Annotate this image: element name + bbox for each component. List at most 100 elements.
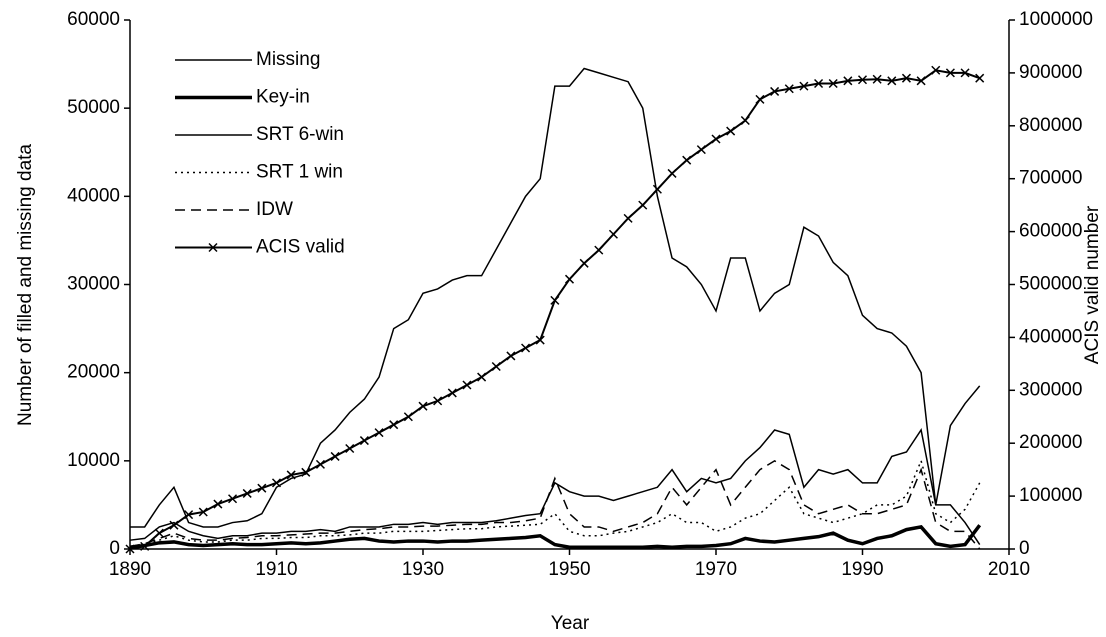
marker bbox=[799, 81, 809, 91]
x-tick-label: 1930 bbox=[402, 559, 444, 580]
marker bbox=[667, 168, 677, 178]
y2-tick-label: 600000 bbox=[1019, 221, 1082, 242]
y2-tick-label: 900000 bbox=[1019, 62, 1082, 83]
marker bbox=[477, 372, 487, 382]
marker bbox=[696, 145, 706, 155]
marker bbox=[198, 507, 208, 517]
legend-label: Missing bbox=[256, 49, 320, 70]
marker bbox=[564, 274, 575, 284]
marker bbox=[403, 412, 413, 422]
marker bbox=[213, 499, 223, 509]
x-axis-title: Year bbox=[551, 613, 590, 634]
legend-label: ACIS valid bbox=[256, 237, 345, 258]
marker bbox=[315, 459, 325, 469]
marker bbox=[301, 467, 311, 477]
y-tick-label: 30000 bbox=[67, 274, 120, 295]
marker bbox=[208, 242, 218, 253]
marker bbox=[652, 184, 662, 194]
marker bbox=[608, 229, 618, 239]
marker bbox=[491, 361, 501, 372]
x-tick-label: 1910 bbox=[255, 559, 297, 580]
marker bbox=[374, 428, 384, 438]
series-line bbox=[130, 67, 981, 528]
marker bbox=[726, 126, 736, 136]
marker bbox=[872, 74, 882, 84]
marker bbox=[535, 335, 545, 345]
marker bbox=[740, 115, 750, 126]
marker bbox=[271, 478, 282, 488]
marker bbox=[433, 396, 443, 406]
marker bbox=[770, 86, 780, 96]
marker bbox=[521, 343, 531, 353]
y2-tick-label: 200000 bbox=[1019, 432, 1082, 453]
marker bbox=[755, 94, 765, 104]
marker bbox=[257, 483, 267, 493]
y2-tick-label: 100000 bbox=[1019, 485, 1082, 506]
legend-label: SRT 6-win bbox=[256, 124, 344, 145]
legend-label: Key-in bbox=[256, 87, 310, 108]
marker bbox=[960, 68, 970, 78]
legend-label: IDW bbox=[256, 199, 293, 220]
y2-tick-label: 800000 bbox=[1019, 115, 1082, 136]
y2-tick-label: 700000 bbox=[1019, 168, 1082, 189]
marker bbox=[711, 134, 721, 144]
marker bbox=[579, 258, 589, 268]
marker bbox=[931, 65, 941, 75]
marker bbox=[184, 510, 194, 520]
series-line bbox=[129, 524, 982, 549]
marker bbox=[447, 388, 457, 398]
marker bbox=[550, 295, 560, 305]
y2-tick-label: 300000 bbox=[1019, 379, 1082, 400]
marker bbox=[814, 78, 824, 89]
marker bbox=[418, 401, 428, 411]
y-tick-label: 50000 bbox=[67, 97, 120, 118]
marker bbox=[828, 78, 838, 89]
marker bbox=[506, 351, 516, 361]
marker bbox=[843, 76, 853, 86]
y-tick-label: 20000 bbox=[67, 362, 120, 383]
y-tick-label: 40000 bbox=[67, 185, 120, 206]
series-line bbox=[129, 459, 981, 550]
y2-tick-label: 500000 bbox=[1019, 274, 1082, 295]
series-line bbox=[129, 458, 981, 548]
legend-label: SRT 1 win bbox=[256, 162, 343, 183]
marker bbox=[286, 470, 296, 480]
marker bbox=[682, 155, 692, 165]
marker bbox=[140, 541, 150, 551]
x-tick-label: 2010 bbox=[988, 559, 1030, 580]
x-tick-label: 1990 bbox=[841, 559, 883, 580]
series-line bbox=[129, 428, 981, 546]
marker bbox=[901, 73, 911, 83]
marker bbox=[975, 73, 985, 83]
x-tick-label: 1890 bbox=[109, 559, 151, 580]
y-tick-label: 10000 bbox=[67, 450, 120, 471]
marker bbox=[228, 494, 238, 504]
y2-tick-label: 400000 bbox=[1019, 326, 1082, 347]
marker bbox=[638, 200, 648, 210]
marker bbox=[857, 75, 868, 85]
marker bbox=[389, 420, 399, 430]
y-axis-title: Number of filled and missing data bbox=[15, 144, 36, 426]
x-tick-label: 1970 bbox=[695, 559, 737, 580]
y2-axis-title: ACIS valid number bbox=[1082, 205, 1103, 364]
marker bbox=[154, 528, 164, 538]
marker bbox=[945, 68, 955, 78]
marker bbox=[359, 436, 369, 446]
marker bbox=[169, 520, 179, 530]
marker bbox=[594, 245, 604, 255]
marker bbox=[887, 76, 897, 86]
marker bbox=[462, 380, 472, 390]
marker bbox=[916, 76, 926, 86]
marker bbox=[242, 488, 252, 498]
marker bbox=[345, 443, 355, 454]
marker bbox=[125, 544, 135, 554]
y2-tick-label: 1000000 bbox=[1019, 9, 1093, 30]
x-tick-label: 1950 bbox=[548, 559, 590, 580]
marker bbox=[623, 213, 633, 223]
y-tick-label: 60000 bbox=[67, 9, 120, 30]
y-tick-label: 0 bbox=[109, 538, 120, 559]
y2-tick-label: 0 bbox=[1019, 538, 1030, 559]
marker bbox=[784, 84, 794, 94]
